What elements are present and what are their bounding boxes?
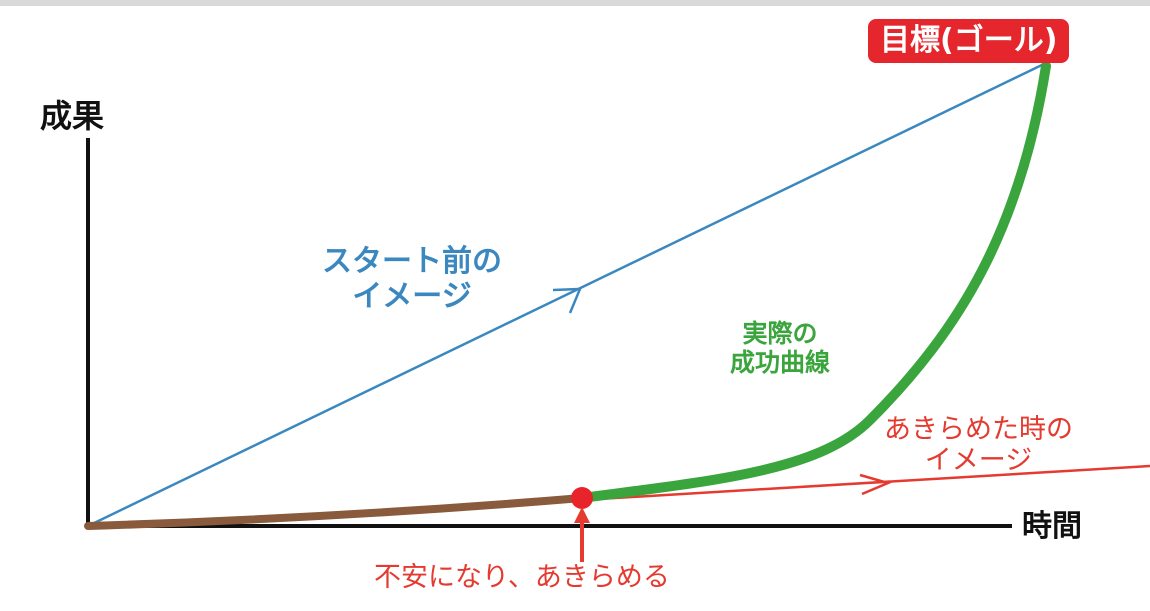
goal-badge: 目標(ゴール) <box>868 19 1070 63</box>
giveup-line-label-line1: あきらめた時の <box>884 414 1073 445</box>
giveup-line <box>581 464 1150 502</box>
expected-line-label-line1: スタート前の <box>322 244 502 279</box>
early-curve-segment <box>84 494 586 530</box>
actual-curve-label: 実際の 成功曲線 <box>730 319 831 378</box>
giveup-line-arrowhead <box>859 473 892 496</box>
x-axis-label: 時間 <box>1022 509 1082 544</box>
giveup-line-label: あきらめた時の イメージ <box>884 414 1073 476</box>
top-border <box>0 0 1150 6</box>
expected-line-label-line2: イメージ <box>352 278 472 314</box>
expected-line-arrowhead <box>552 287 582 314</box>
y-axis-label: 成果 <box>40 97 105 135</box>
giveup-pointer-arrowhead <box>574 507 590 523</box>
actual-curve-label-line1: 実際の <box>742 319 818 348</box>
actual-success-curve <box>577 61 1051 503</box>
giveup-point-label: 不安になり、あきらめる <box>374 562 670 593</box>
giveup-line-label-line2: イメージ <box>924 445 1033 477</box>
expected-line-label: スタート前の イメージ <box>322 244 502 314</box>
giveup-point-marker <box>571 487 593 509</box>
expected-line <box>87 61 1047 528</box>
actual-curve-label-line2: 成功曲線 <box>730 347 831 377</box>
